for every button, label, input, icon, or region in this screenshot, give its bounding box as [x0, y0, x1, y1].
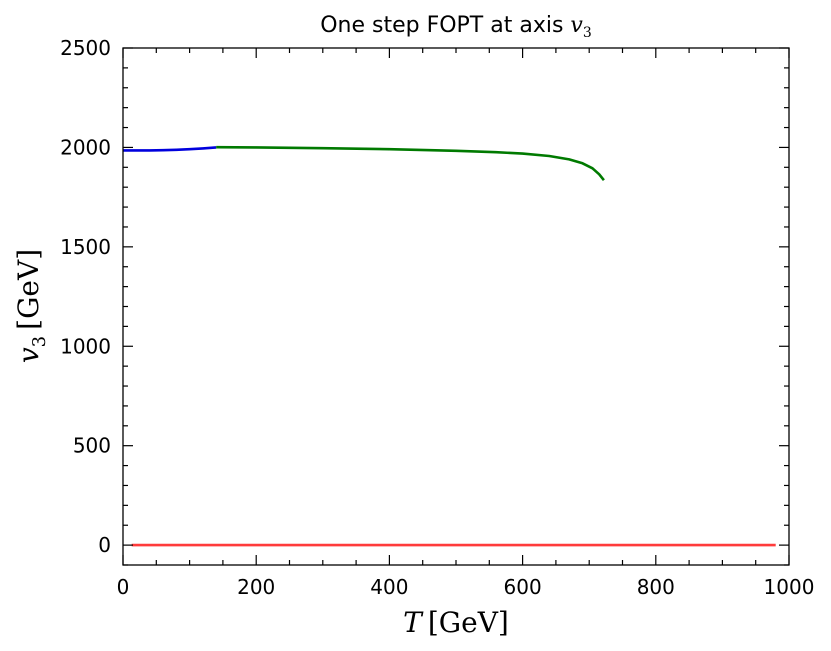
ticks-layer: [122, 47, 790, 566]
plot-frame: [122, 47, 790, 566]
series-line-3: [216, 145, 605, 182]
y-tick-label: 0: [98, 533, 111, 557]
x-axis-label: T [GeV]: [403, 606, 509, 639]
y-tick-label: 2500: [60, 36, 111, 60]
y-tick-label: 1500: [60, 235, 111, 259]
series-layer: [123, 145, 776, 547]
x-tick-label: 800: [637, 575, 675, 599]
x-tick-label: 1000: [764, 575, 815, 599]
x-tick-label: 200: [237, 575, 275, 599]
y-tick-label: 1000: [60, 334, 111, 358]
x-tick-label: 400: [370, 575, 408, 599]
series-line-2: [123, 146, 217, 152]
x-tick-label: 0: [117, 575, 130, 599]
labels-layer: 0 200 400 600 800 1000 0 500 1000 1500 2000 2500: [60, 36, 814, 599]
chart-title: One step FOPT at axis v3: [320, 13, 592, 41]
y-tick-label: 500: [73, 434, 111, 458]
y-tick-label: 2000: [60, 135, 111, 159]
x-tick-label: 600: [504, 575, 542, 599]
y-axis-label: v3[GeV]: [12, 249, 50, 363]
